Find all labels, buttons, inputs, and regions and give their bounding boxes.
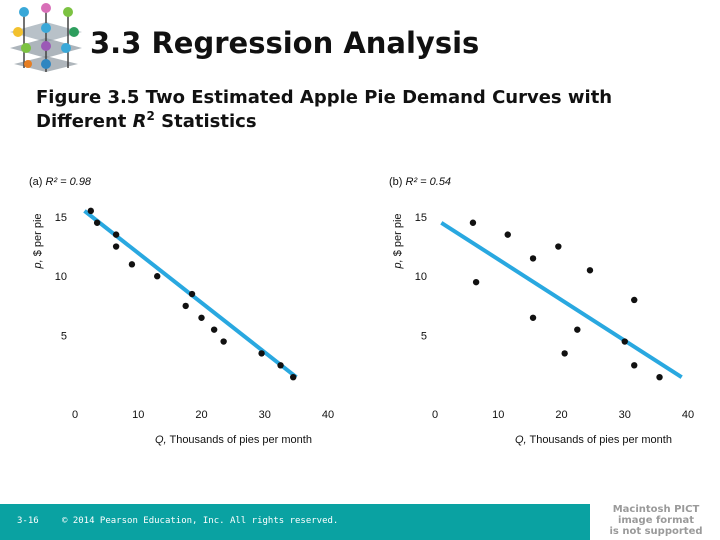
data-point	[472, 278, 480, 286]
x-tick-label: 20	[555, 409, 567, 421]
data-point	[198, 314, 205, 321]
y-axis-var: p,	[32, 259, 44, 269]
data-point	[220, 338, 227, 345]
y-axis-var: p,	[392, 259, 404, 269]
y-tick-label: 5	[61, 331, 67, 343]
x-tick-label: 10	[492, 409, 504, 421]
pict-line-3: is not supported	[609, 526, 703, 537]
data-point	[529, 314, 537, 321]
x-axis-title: Q, Thousands of pies per month	[155, 434, 312, 446]
data-point	[574, 326, 581, 333]
figure-caption: Figure 3.5 Two Estimated Apple Pie Deman…	[36, 86, 696, 134]
x-tick-label: 0	[432, 409, 438, 421]
r2-text: R² = 0.54	[406, 176, 452, 188]
data-point	[656, 373, 663, 381]
data-point	[555, 243, 562, 250]
panel-label: (b) R² = 0.54	[389, 176, 451, 188]
pict-line-1: Macintosh PICT	[612, 504, 700, 515]
fit-line	[440, 221, 683, 379]
panel-letter: (b)	[389, 176, 406, 188]
figure-caption-post: Statistics	[154, 111, 257, 132]
figure-caption-pre: Figure 3.5 Two Estimated Apple Pie Deman…	[36, 87, 613, 132]
y-axis-label: $ per pie	[32, 213, 44, 259]
x-axis-var: Q,	[155, 434, 167, 446]
data-point	[290, 373, 297, 381]
y-axis-title: p, $ per pie	[32, 213, 44, 269]
x-tick-label: 40	[322, 409, 334, 421]
data-point	[154, 273, 161, 280]
data-point	[529, 255, 537, 262]
data-point	[621, 338, 628, 345]
x-tick-label: 40	[682, 409, 694, 421]
panel-label: (a) R² = 0.98	[29, 176, 92, 188]
pict-line-2: image format	[617, 515, 695, 526]
scatter-chart-b: (b) R² = 0.54 p, $ per pie 5 10 15 0 10 20 30 40 Q…	[385, 165, 720, 455]
scatter-chart-a: (a) R² = 0.98 p, $ per pie 5 10 15 0 10 20 30 40 Q…	[25, 165, 360, 455]
data-point	[182, 302, 189, 310]
y-tick-label: 10	[55, 271, 67, 283]
data-point	[210, 326, 218, 333]
pict-placeholder: Macintosh PICT image format is not suppo…	[592, 504, 720, 540]
y-tick-label: 15	[415, 212, 427, 224]
x-axis-var: Q,	[515, 434, 527, 446]
molecule-logo-icon	[4, 2, 88, 76]
data-point	[504, 231, 511, 238]
slide-number: 3-16	[17, 516, 39, 526]
y-tick-label: 15	[55, 212, 67, 224]
figure-caption-r: R	[132, 111, 147, 132]
x-tick-label: 10	[132, 409, 144, 421]
data-point	[631, 296, 638, 304]
r2-text: R² = 0.98	[46, 176, 92, 188]
y-axis-title: p, $ per pie	[392, 213, 404, 269]
data-point	[112, 243, 120, 250]
data-point	[277, 362, 284, 369]
data-point	[258, 350, 265, 357]
copyright-text: © 2014 Pearson Education, Inc. All right…	[62, 516, 339, 526]
y-axis-label: $ per pie	[392, 213, 404, 259]
x-axis-title: Q, Thousands of pies per month	[515, 434, 672, 446]
x-tick-label: 20	[195, 409, 207, 421]
page-title: 3.3 Regression Analysis	[90, 26, 480, 60]
data-point	[561, 350, 568, 357]
data-point	[93, 219, 101, 226]
x-axis-label: Thousands of pies per month	[167, 434, 312, 446]
figure-caption-sup: 2	[146, 109, 155, 123]
y-tick-label: 5	[421, 331, 427, 343]
panel-letter: (a)	[29, 176, 46, 188]
data-point	[631, 362, 638, 369]
x-tick-label: 0	[72, 409, 78, 421]
data-point	[469, 219, 477, 226]
x-tick-label: 30	[619, 409, 631, 421]
y-tick-label: 10	[415, 271, 427, 283]
data-point	[586, 267, 594, 274]
data-point	[128, 261, 136, 268]
data-point	[188, 290, 196, 298]
x-tick-label: 30	[259, 409, 271, 421]
data-point	[87, 207, 95, 215]
x-axis-label: Thousands of pies per month	[527, 434, 672, 446]
footer-bar: 3-16 © 2014 Pearson Education, Inc. All …	[0, 504, 590, 540]
data-point	[112, 231, 120, 238]
